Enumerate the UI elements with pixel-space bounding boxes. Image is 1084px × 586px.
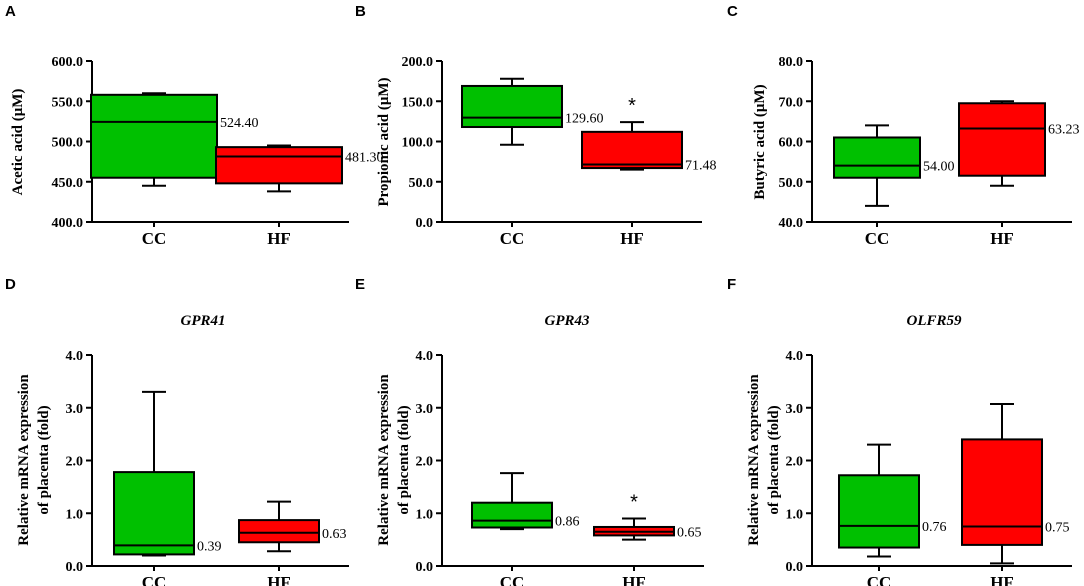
y-tick-label: 550.0	[52, 95, 84, 110]
y-tick-label: 150.0	[402, 95, 434, 110]
median-label: 481.30	[345, 151, 384, 166]
median-label: 0.76	[922, 520, 947, 535]
y-tick-label: 60.0	[779, 136, 804, 151]
x-category-label: HF	[622, 573, 646, 586]
y-tick-label: 3.0	[66, 402, 84, 417]
median-label: 63.23	[1048, 122, 1080, 137]
panel-title-F: OLFR59	[906, 313, 962, 329]
y-tick-label: 40.0	[779, 216, 804, 231]
median-label: 0.65	[677, 526, 702, 541]
y-tick-label: 2.0	[66, 455, 84, 470]
y-axis-label-text: Relative mRNA expression of placenta (fol…	[16, 374, 52, 546]
x-category-label: CC	[500, 229, 525, 248]
box-cc	[471, 501, 553, 529]
y-tick-label: 4.0	[66, 349, 84, 364]
box-cc	[461, 84, 563, 129]
y-axis-label-A: Acetic acid (μM)	[10, 89, 26, 196]
x-category-label: HF	[620, 229, 644, 248]
median-label: 71.48	[685, 158, 717, 173]
y-axis-label-E: Relative mRNA expression of placenta (fol…	[376, 374, 412, 546]
x-category-label: HF	[990, 229, 1014, 248]
panel-letter-E: E	[355, 276, 365, 293]
box-hf	[238, 519, 320, 544]
box-cc	[90, 93, 218, 179]
y-axis-label-C: Butyric acid (μM)	[752, 84, 768, 199]
box-hf	[581, 130, 683, 170]
y-axis-label-line: of placenta (fold)	[36, 405, 52, 514]
median-label: 0.86	[555, 515, 580, 530]
median-label: 129.60	[565, 112, 604, 127]
y-tick-label: 1.0	[66, 507, 84, 522]
panel-letter-D: D	[5, 276, 16, 293]
y-axis-label-F: Relative mRNA expression of placenta (fol…	[746, 374, 782, 546]
y-tick-label: 80.0	[779, 55, 804, 70]
panel-letter-F: F	[727, 276, 736, 293]
y-tick-label: 500.0	[52, 136, 84, 151]
box-cc	[838, 474, 920, 549]
y-tick-label: 3.0	[416, 402, 434, 417]
panel-title-E: GPR43	[545, 313, 591, 329]
median-label: 0.63	[322, 527, 347, 542]
y-tick-label: 200.0	[402, 55, 434, 70]
y-tick-label: 1.0	[786, 507, 804, 522]
median-label: 524.40	[220, 116, 259, 131]
panel-letter-A: A	[5, 3, 16, 20]
x-category-label: CC	[867, 573, 892, 586]
y-axis-label-line: of placenta (fold)	[766, 405, 782, 514]
y-axis-label-B: Propionic acid (μM)	[376, 77, 392, 206]
y-tick-label: 50.0	[409, 176, 434, 191]
y-tick-label: 50.0	[779, 176, 804, 191]
significance-marker: *	[628, 95, 636, 117]
y-axis-label-line: of placenta (fold)	[396, 405, 412, 514]
y-axis-label-text: Relative mRNA expression of placenta (fol…	[746, 374, 782, 546]
y-tick-label: 2.0	[416, 455, 434, 470]
x-category-label: CC	[500, 573, 525, 586]
panel-letter-C: C	[727, 3, 738, 20]
y-axis-label-text: Relative mRNA expression of placenta (fol…	[376, 374, 412, 546]
y-axis-label-text: Acetic acid (μM)	[10, 89, 26, 196]
significance-marker: *	[630, 492, 638, 514]
box-cc	[113, 471, 195, 556]
y-tick-label: 0.0	[416, 216, 434, 231]
y-tick-label: 450.0	[52, 176, 84, 191]
y-tick-label: 70.0	[779, 95, 804, 110]
y-tick-label: 100.0	[402, 136, 434, 151]
y-axis-label-text: Propionic acid (μM)	[376, 77, 392, 206]
y-axis-label-line: Relative mRNA expression	[376, 374, 392, 546]
box-cc	[833, 136, 921, 179]
x-category-label: CC	[142, 229, 167, 248]
box-hf	[215, 146, 343, 185]
x-category-label: HF	[267, 229, 291, 248]
y-tick-label: 0.0	[66, 560, 84, 575]
box-hf	[958, 102, 1046, 177]
y-tick-label: 400.0	[52, 216, 84, 231]
panel-title-D: GPR41	[181, 313, 226, 329]
y-tick-label: 1.0	[416, 507, 434, 522]
y-tick-label: 2.0	[786, 455, 804, 470]
y-tick-label: 4.0	[416, 349, 434, 364]
x-category-label: CC	[865, 229, 890, 248]
median-label: 0.39	[197, 539, 222, 554]
y-axis-label-D: Relative mRNA expression of placenta (fol…	[16, 374, 52, 546]
y-tick-label: 3.0	[786, 402, 804, 417]
y-axis-label-line: Relative mRNA expression	[16, 374, 32, 546]
x-category-label: CC	[142, 573, 167, 586]
y-tick-label: 0.0	[416, 560, 434, 575]
x-category-label: HF	[990, 573, 1014, 586]
y-axis-label-text: Butyric acid (μM)	[752, 84, 768, 199]
y-tick-label: 600.0	[52, 55, 84, 70]
median-label: 54.00	[923, 160, 955, 175]
median-label: 0.75	[1045, 520, 1070, 535]
box-hf	[961, 438, 1043, 546]
y-tick-label: 4.0	[786, 349, 804, 364]
y-tick-label: 0.0	[786, 560, 804, 575]
y-axis-label-line: Relative mRNA expression	[746, 374, 762, 546]
x-category-label: HF	[267, 573, 291, 586]
panel-letter-B: B	[355, 3, 366, 20]
